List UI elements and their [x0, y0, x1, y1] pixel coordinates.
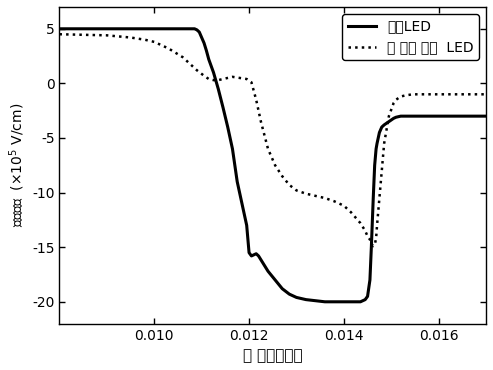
传统LED — [322, 300, 328, 304]
传统LED — [368, 245, 374, 249]
X-axis label: 距 离（微米）: 距 离（微米） — [243, 348, 303, 363]
传统LED — [483, 114, 489, 118]
本 专利 设计  LED — [374, 223, 380, 228]
传统LED — [234, 179, 240, 184]
本 专利 设计  LED — [353, 215, 359, 220]
Line: 传统LED: 传统LED — [60, 29, 486, 302]
本 专利 设计  LED — [104, 33, 110, 38]
传统LED — [265, 269, 271, 273]
Y-axis label: 电场强度  (×10$^5$ V/cm): 电场强度 (×10$^5$ V/cm) — [7, 103, 27, 228]
本 专利 设计  LED — [483, 92, 489, 97]
Line: 本 专利 设计  LED: 本 专利 设计 LED — [60, 34, 486, 246]
传统LED — [367, 278, 373, 282]
本 专利 设计  LED — [331, 199, 337, 204]
本 专利 设计  LED — [370, 244, 376, 248]
Legend: 传统LED, 本 专利 设计  LED: 传统LED, 本 专利 设计 LED — [343, 14, 479, 60]
本 专利 设计  LED — [248, 80, 254, 84]
本 专利 设计  LED — [57, 32, 63, 37]
本 专利 设计  LED — [362, 229, 368, 233]
传统LED — [194, 28, 200, 32]
传统LED — [192, 27, 198, 31]
传统LED — [57, 27, 63, 31]
